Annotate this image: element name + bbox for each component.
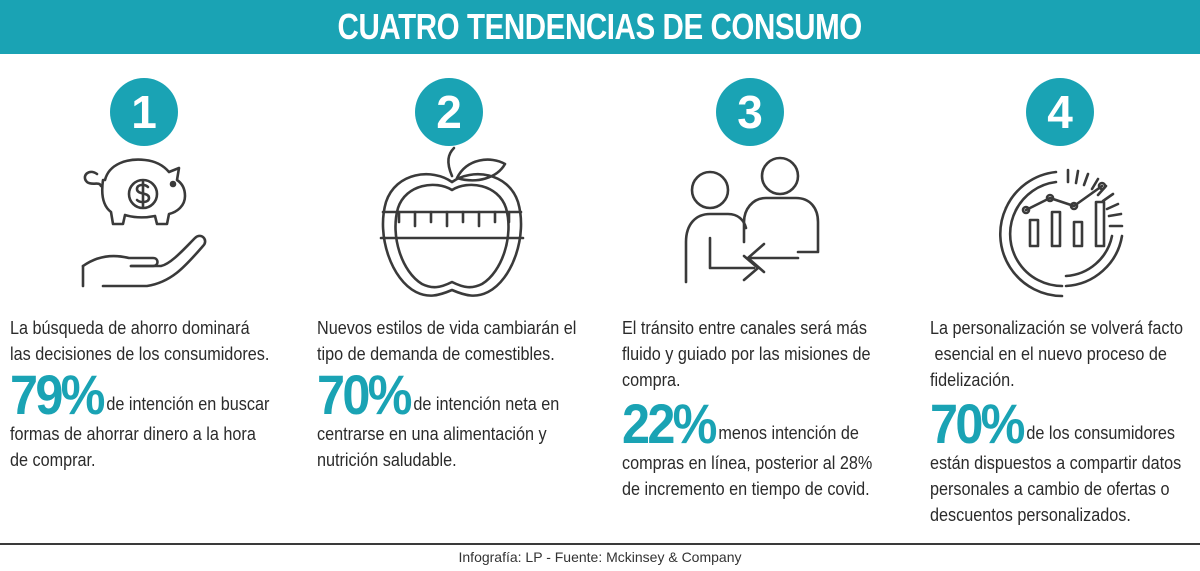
- trend-description: La personalización se volverá facto esen…: [930, 318, 1184, 390]
- trend-percent: 70%: [317, 363, 412, 426]
- trend-percent: 70%: [930, 392, 1025, 455]
- trend-percent: 22%: [622, 392, 717, 455]
- footer-divider: [0, 543, 1200, 545]
- apple-measuring-tape-icon: [377, 146, 527, 306]
- trend-percent: 79%: [10, 363, 105, 426]
- trend-description: Nuevos estilos de vida cambiarán el tipo…: [317, 318, 577, 364]
- trend-column-4: 4 La personalización se volverá facto es…: [920, 54, 1200, 539]
- source-credit: Infografía: LP - Fuente: Mckinsey & Comp…: [458, 549, 742, 565]
- trend-number-badge: 2: [415, 78, 483, 146]
- infographic-title: CUATRO TENDENCIAS DE CONSUMO: [337, 6, 863, 47]
- trend-column-1: 1 La búsqueda de ahorro dominará las dec…: [0, 54, 300, 539]
- trend-statistic: 70% de intención neta en centrarse en una…: [317, 363, 560, 471]
- trend-statistic: 70% de los consumidores están dispuestos …: [930, 392, 1182, 526]
- trend-column-3: 3 El tránsito entre canales será más flu…: [610, 54, 910, 539]
- title-banner: CUATRO TENDENCIAS DE CONSUMO: [0, 0, 1200, 54]
- trend-description: El tránsito entre canales será más fluid…: [622, 318, 871, 390]
- trend-number-badge: 1: [110, 78, 178, 146]
- trend-statistic: 79% de intención en buscar formas de ahor…: [10, 363, 270, 471]
- trend-number-badge: 4: [1026, 78, 1094, 146]
- trend-description: La búsqueda de ahorro dominará las decis…: [10, 318, 270, 364]
- people-exchange-icon: [680, 146, 825, 306]
- trend-column-2: 2 Nuevos estilos de vida cambiarán el ti…: [305, 54, 605, 539]
- analytics-chart-icon: [982, 146, 1142, 306]
- piggy-bank-hand-icon: [75, 146, 215, 306]
- trend-statistic: 22% menos intención de compras en línea, …: [622, 392, 873, 500]
- trend-number-badge: 3: [716, 78, 784, 146]
